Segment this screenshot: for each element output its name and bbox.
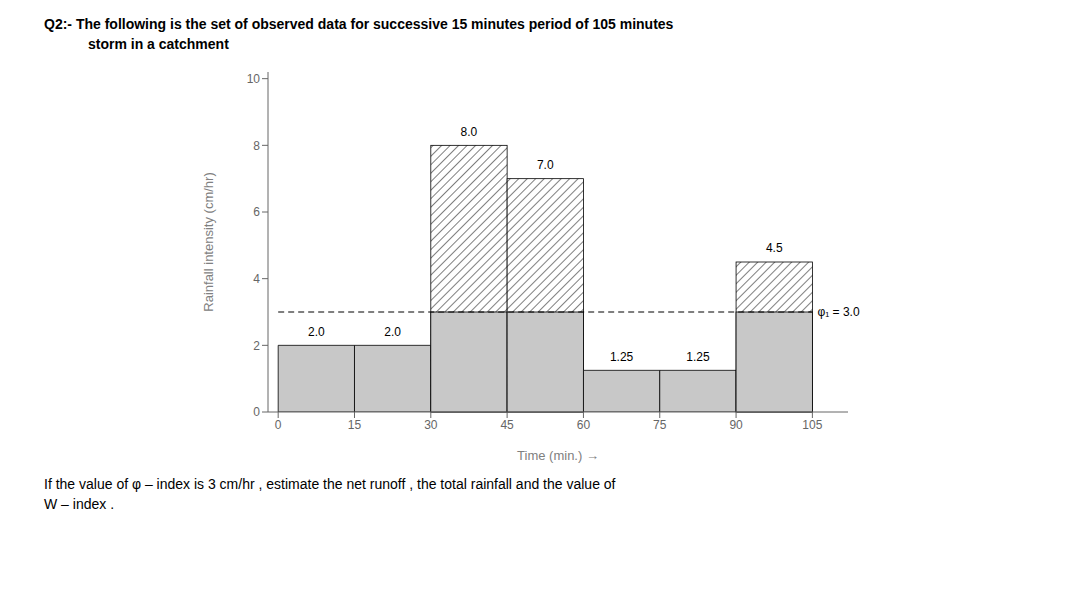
svg-text:Time (min.) →: Time (min.) →: [517, 448, 599, 463]
svg-text:8.0: 8.0: [461, 125, 478, 139]
svg-text:Rainfall intensity (cm/hr): Rainfall intensity (cm/hr): [201, 172, 216, 311]
svg-text:0: 0: [253, 405, 260, 419]
svg-text:105: 105: [802, 418, 822, 432]
html-text:storm in a catchment: storm in a catchment: [88, 36, 229, 52]
svg-text:7.0: 7.0: [537, 158, 554, 172]
svg-text:6: 6: [253, 205, 260, 219]
svg-text:4.5: 4.5: [766, 241, 783, 255]
svg-text:0: 0: [275, 418, 282, 432]
svg-text:2: 2: [253, 339, 260, 353]
svg-text:30: 30: [424, 418, 438, 432]
svg-text:8: 8: [253, 139, 260, 153]
html-text:Q2:- The following is the set: Q2:- The following is the set of observe…: [44, 16, 674, 32]
svg-text:10: 10: [247, 72, 261, 86]
svg-text:90: 90: [729, 418, 743, 432]
svg-text:2.0: 2.0: [308, 325, 325, 339]
svg-text:15: 15: [348, 418, 362, 432]
svg-text:1.25: 1.25: [610, 350, 634, 364]
svg-text:45: 45: [500, 418, 514, 432]
svg-text:60: 60: [577, 418, 591, 432]
svg-text:2.0: 2.0: [384, 325, 401, 339]
html-text:If the value of φ – index is 3: If the value of φ – index is 3 cm/hr , e…: [44, 476, 616, 492]
svg-text:1.25: 1.25: [686, 350, 710, 364]
html-text:W – index .: W – index .: [44, 496, 114, 512]
svg-text:75: 75: [653, 418, 667, 432]
svg-text:4: 4: [253, 272, 260, 286]
svg-text:φ₁ = 3.0: φ₁ = 3.0: [817, 305, 860, 319]
